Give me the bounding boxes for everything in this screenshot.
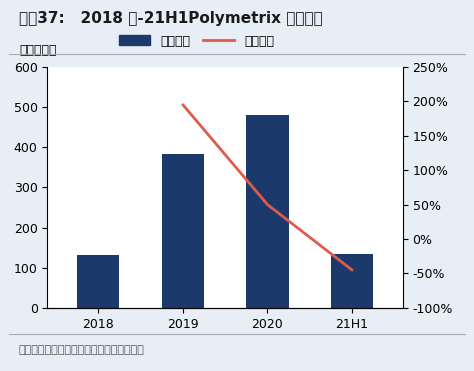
Bar	[77, 255, 119, 308]
Text: 资料来源：三联虹普年报及中报、华泰研究: 资料来源：三联虹普年报及中报、华泰研究	[19, 345, 145, 355]
Text: （百万元）: （百万元）	[19, 44, 56, 57]
Bar	[162, 154, 204, 308]
Legend: 营业收入, 同比增速: 营业收入, 同比增速	[114, 30, 279, 53]
Bar	[246, 115, 289, 308]
Bar	[331, 254, 373, 308]
Text: 图表37:   2018 年-21H1Polymetrix 营业收入: 图表37: 2018 年-21H1Polymetrix 营业收入	[19, 11, 323, 26]
